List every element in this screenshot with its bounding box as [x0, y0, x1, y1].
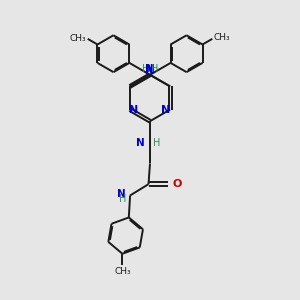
Text: H: H [151, 64, 158, 74]
Text: O: O [172, 179, 182, 189]
Text: H: H [142, 64, 149, 74]
Text: N: N [146, 64, 155, 74]
Text: N: N [117, 189, 126, 199]
Text: CH₃: CH₃ [114, 267, 131, 276]
Text: CH₃: CH₃ [70, 34, 86, 43]
Text: CH₃: CH₃ [214, 33, 230, 42]
Text: N: N [161, 105, 170, 115]
Text: H: H [153, 138, 160, 148]
Text: H: H [118, 194, 126, 204]
Text: N: N [146, 66, 154, 76]
Text: N: N [136, 138, 145, 148]
Text: N: N [145, 64, 154, 74]
Text: N: N [129, 105, 138, 115]
